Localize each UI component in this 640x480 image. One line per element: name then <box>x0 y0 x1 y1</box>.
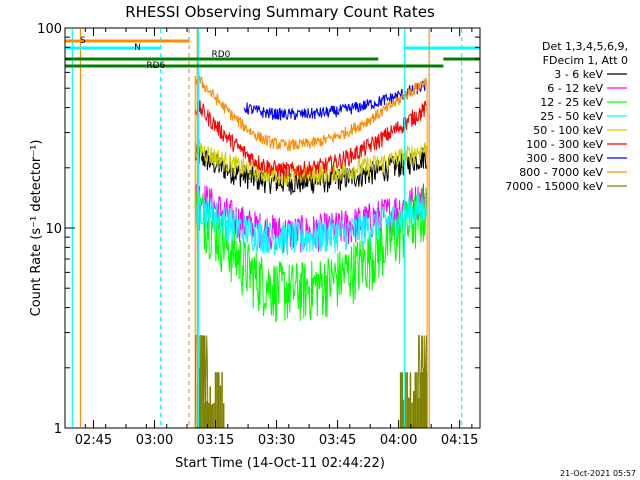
y-tick-label: 1 <box>54 422 62 437</box>
x-tick-label: 03:00 <box>136 433 173 448</box>
x-tick-label: 03:15 <box>197 433 234 448</box>
flag-lines: S N RD0 RD6 <box>65 29 480 427</box>
legend-label: 3 - 6 keV <box>554 68 603 81</box>
legend-label: 7000 - 15000 keV <box>505 180 603 193</box>
y-tick-label: 10 <box>45 222 62 237</box>
chart-title: RHESSI Observing Summary Count Rates <box>125 3 435 21</box>
flag-label: S <box>80 36 86 46</box>
footer-timestamp: 21-Oct-2021 05:57 <box>560 469 636 478</box>
x-tick-label: 03:45 <box>319 433 356 448</box>
legend: Det 1,3,4,5,6,9,FDecim 1, Att 03 - 6 keV… <box>505 40 628 193</box>
x-tick-label: 04:15 <box>441 433 478 448</box>
x-tick-label: 03:30 <box>258 433 295 448</box>
flag-label: RD6 <box>146 61 165 71</box>
x-axis-label: Start Time (14-Oct-11 02:44:22) <box>175 456 385 471</box>
series-line-0 <box>194 144 427 195</box>
flag-label: N <box>134 43 141 53</box>
legend-label: 6 - 12 keV <box>547 82 603 95</box>
y-tick-label: 100 <box>37 22 62 37</box>
legend-label: 300 - 800 keV <box>526 152 603 165</box>
legend-label: 800 - 7000 keV <box>519 166 603 179</box>
x-tick-label: 02:45 <box>75 433 112 448</box>
flag-label: RD0 <box>211 50 230 60</box>
x-tick-label: 04:00 <box>380 433 417 448</box>
legend-label: 25 - 50 keV <box>540 110 603 123</box>
series-line-7 <box>194 75 427 152</box>
legend-header: Det 1,3,4,5,6,9, <box>542 40 628 53</box>
legend-label: 100 - 300 keV <box>526 138 603 151</box>
legend-label: 50 - 100 keV <box>533 124 603 137</box>
legend-header: FDecim 1, Att 0 <box>543 54 628 67</box>
y-axis-label: Count Rate (s⁻¹ detector⁻¹) <box>29 140 44 317</box>
axis-ticks: 02:45 03:00 03:15 03:30 03:45 04:00 04:15 1 10 10… <box>37 22 480 448</box>
series-line-8 <box>194 335 427 429</box>
series-lines <box>194 75 428 429</box>
legend-label: 12 - 25 keV <box>540 96 603 109</box>
series-line-3 <box>194 189 427 256</box>
series-line-5 <box>194 99 427 180</box>
